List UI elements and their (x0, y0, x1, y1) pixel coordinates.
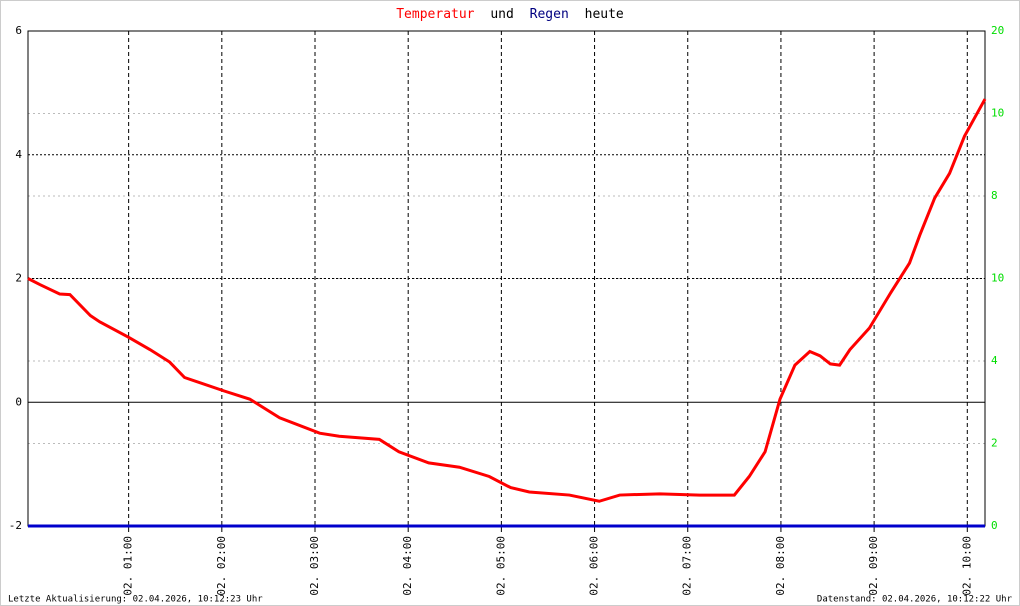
y2-tick-label: 10 (991, 272, 1004, 285)
y2-tick-label: 20 (991, 24, 1004, 37)
title-word: Regen (530, 7, 569, 22)
y-tick-label: 4 (15, 148, 22, 161)
y2-tick-label: 0 (991, 519, 998, 532)
x-tick-label: 02. 07:00 (681, 536, 694, 596)
y-tick-label: 2 (15, 272, 22, 285)
y-tick-label: 0 (15, 395, 22, 408)
chart-title: Temperatur und Regen heute (396, 7, 624, 22)
x-tick-label: 02. 02:00 (215, 536, 228, 596)
x-tick-label: 02. 09:00 (867, 536, 880, 596)
x-tick-label: 02. 04:00 (401, 536, 414, 596)
y2-tick-label: 2 (991, 437, 998, 450)
title-word: Temperatur (396, 7, 474, 22)
y2-tick-label: 8 (991, 189, 998, 202)
y2-tick-label: 10 (991, 107, 1004, 120)
x-tick-label: 02. 06:00 (588, 536, 601, 596)
y-tick-label: -2 (9, 519, 22, 532)
x-tick-label: 02. 05:00 (494, 536, 507, 596)
x-tick-label: 02. 10:00 (960, 536, 973, 596)
title-word: und (490, 7, 513, 22)
footer-right: Datenstand: 02.04.2026, 10:12:22 Uhr (817, 595, 1013, 605)
title-word: heute (585, 7, 624, 22)
series-line (27, 98, 987, 503)
y2-tick-label: 4 (991, 354, 998, 367)
x-tick-label: 02. 08:00 (774, 536, 787, 596)
x-tick-label: 02. 03:00 (308, 536, 321, 596)
footer-left: Letzte Aktualisierung: 02.04.2026, 10:12… (8, 595, 263, 605)
y-tick-label: 6 (15, 24, 22, 37)
x-tick-label: 02. 01:00 (122, 536, 135, 596)
